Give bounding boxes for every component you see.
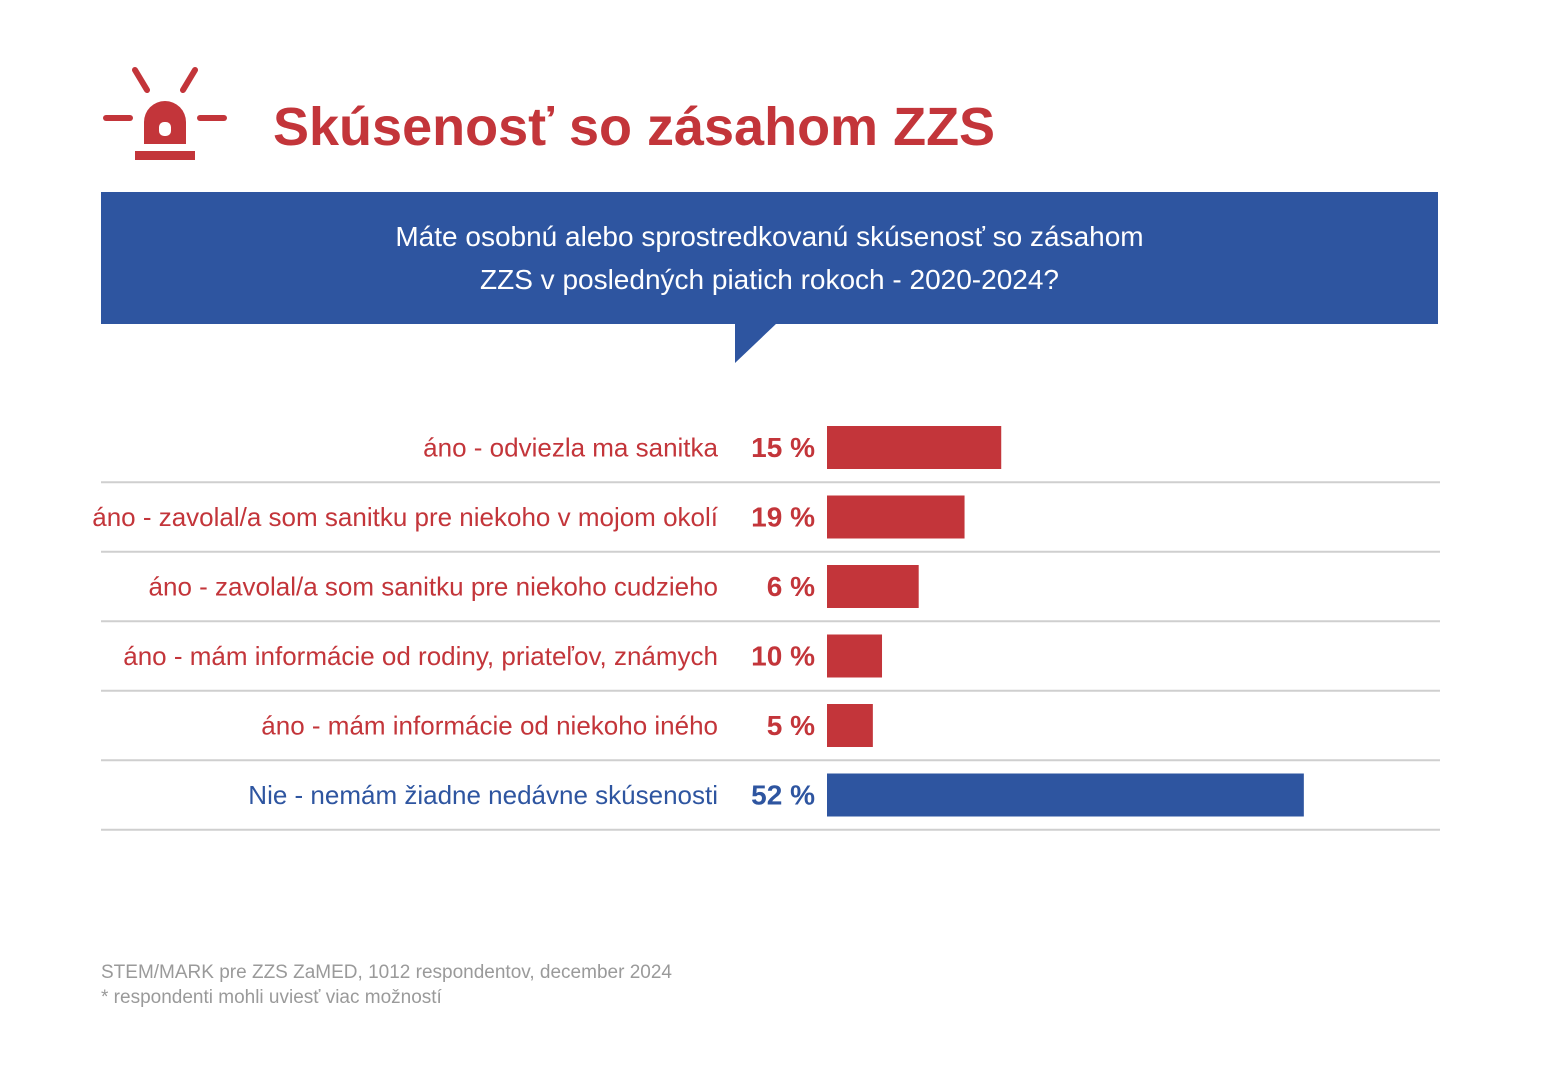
category-label-5: Nie - nemám žiadne nedávne skúsenosti: [248, 780, 718, 810]
bar-1: [827, 495, 965, 539]
category-label-3: áno - mám informácie od rodiny, priateľo…: [123, 641, 718, 671]
bar-3: [827, 634, 883, 678]
bar-2: [827, 565, 919, 608]
question-line-1: Máte osobnú alebo sprostredkovanú skúsen…: [395, 221, 1144, 252]
value-label-5: 52 %: [751, 780, 815, 811]
value-label-4: 5 %: [767, 710, 815, 741]
question-line-2: ZZS v posledných piatich rokoch - 2020-2…: [480, 264, 1059, 295]
value-label-1: 19 %: [751, 502, 815, 533]
page-title: Skúsenosť so zásahom ZZS: [273, 97, 996, 157]
value-label-0: 15 %: [751, 432, 815, 463]
source-note: STEM/MARK pre ZZS ZaMED, 1012 respondent…: [101, 960, 672, 1010]
bar-5: [827, 773, 1304, 817]
source-line-2: * respondenti mohli uviesť viac možností: [101, 987, 442, 1008]
category-label-1: áno - zavolal/a som sanitku pre niekoho …: [92, 502, 719, 532]
bar-4: [827, 704, 873, 747]
question-pointer: [735, 323, 777, 363]
source-line-1: STEM/MARK pre ZZS ZaMED, 1012 respondent…: [101, 962, 672, 983]
bar-0: [827, 426, 1002, 469]
category-label-4: áno - mám informácie od niekoho iného: [261, 711, 718, 741]
siren-icon: [103, 67, 227, 160]
question-box: Máte osobnú alebo sprostredkovanú skúsen…: [101, 192, 1438, 324]
category-label-0: áno - odviezla ma sanitka: [423, 433, 718, 463]
value-label-2: 6 %: [767, 571, 815, 602]
bar-chart: áno - odviezla ma sanitka 15 % áno - zavol…: [92, 426, 1440, 831]
category-label-2: áno - zavolal/a som sanitku pre niekoho …: [149, 572, 718, 602]
value-label-3: 10 %: [751, 641, 815, 672]
